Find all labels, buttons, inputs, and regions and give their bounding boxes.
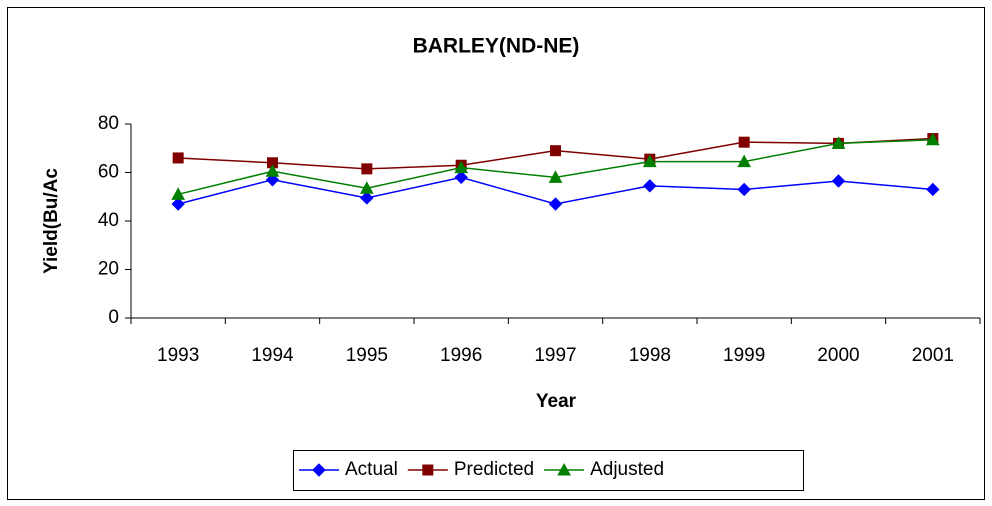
x-tick-label: 1997: [534, 345, 576, 366]
y-tick-label: 40: [98, 210, 119, 231]
data-point: [831, 136, 846, 149]
legend-label: Actual: [345, 459, 398, 480]
legend-label: Adjusted: [590, 459, 664, 480]
data-point: [737, 154, 752, 168]
y-tick-label: 80: [98, 113, 119, 134]
x-tick-label: 2001: [912, 345, 954, 366]
x-tick-label: 1999: [723, 345, 765, 366]
legend-marker: [312, 463, 326, 477]
data-point: [738, 136, 750, 148]
x-axis-label: Year: [536, 391, 577, 412]
y-axis-label: Yield(Bu/Ac: [41, 168, 62, 274]
data-point: [926, 182, 940, 197]
y-tick-label: 20: [98, 259, 119, 280]
data-point: [454, 170, 468, 185]
legend-marker: [557, 462, 571, 476]
x-tick-label: 1998: [629, 345, 671, 366]
data-point: [925, 132, 940, 146]
data-point: [359, 181, 374, 194]
data-point: [171, 197, 185, 211]
chart-frame: [7, 7, 985, 500]
data-point: [737, 182, 751, 197]
y-tick-label: 0: [108, 307, 119, 328]
data-point: [642, 154, 657, 168]
data-point: [265, 164, 280, 177]
data-point: [361, 163, 373, 175]
x-tick-label: 1995: [346, 345, 388, 366]
legend-label: Predicted: [454, 459, 534, 480]
data-point: [454, 160, 469, 174]
data-point: [171, 187, 186, 200]
x-tick-label: 1993: [157, 345, 199, 366]
chart-title: BARLEY(ND-NE): [413, 35, 580, 58]
x-tick-label: 1996: [440, 345, 482, 366]
x-tick-label: 2000: [817, 345, 859, 366]
x-tick-label: 1994: [251, 345, 294, 366]
data-point: [172, 152, 184, 164]
data-point: [831, 174, 846, 188]
data-point: [548, 170, 563, 183]
data-point: [550, 145, 561, 157]
legend-marker: [422, 464, 434, 476]
data-point: [360, 191, 374, 205]
y-tick-label: 60: [98, 162, 119, 183]
data-point: [548, 197, 563, 211]
data-point: [643, 179, 657, 193]
